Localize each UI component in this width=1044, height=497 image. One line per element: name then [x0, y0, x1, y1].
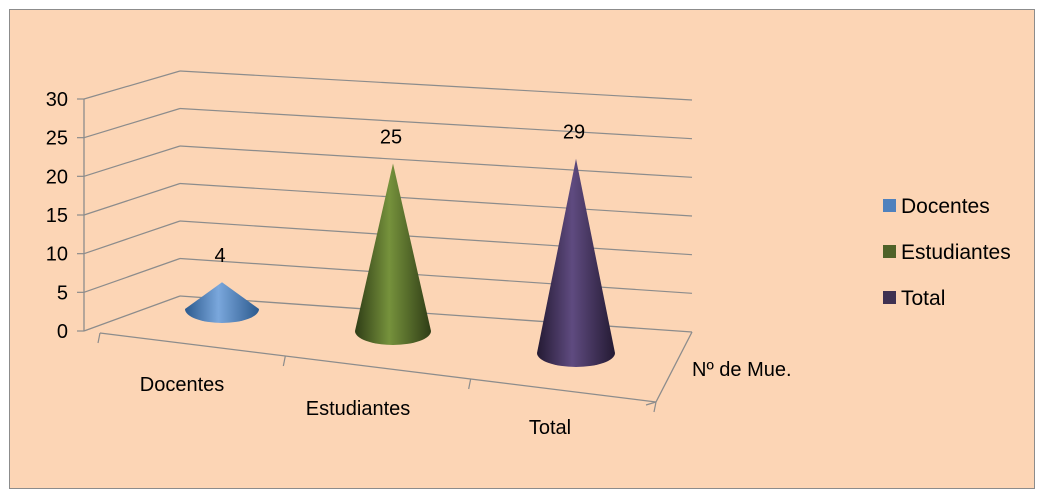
gridline-back-5 — [179, 107, 693, 140]
cone-docentes — [185, 282, 259, 323]
cone-body-1 — [355, 163, 431, 345]
legend-swatch-2 — [883, 291, 896, 304]
gridline-left-1 — [83, 257, 181, 293]
gridline-back-3 — [179, 182, 693, 217]
category-label-2: Total — [529, 417, 571, 439]
gridline-left-4 — [83, 145, 181, 177]
gridline-back-6 — [179, 70, 693, 101]
gridlines — [77, 70, 693, 332]
cone-total — [537, 158, 615, 367]
cone-body-0 — [185, 282, 259, 323]
legend-label-0: Docentes — [901, 195, 990, 218]
x-axis-category-labels: Docentes Estudiantes Total — [140, 374, 571, 439]
gridline-back-2 — [179, 220, 693, 256]
y-tick-label-1: 5 — [57, 282, 68, 304]
y-tick-label-2: 10 — [46, 244, 68, 266]
floor-back-edge — [179, 295, 693, 333]
depth-tick-mark — [645, 401, 657, 406]
legend-label-2: Total — [901, 287, 945, 310]
depth-axis-line — [655, 331, 693, 403]
cones — [185, 158, 615, 367]
gridline-left-2 — [83, 220, 181, 255]
y-tick-label-4: 20 — [46, 166, 68, 188]
legend-swatch-0 — [883, 199, 896, 212]
floor-left-edge — [83, 295, 181, 332]
data-label-2: 29 — [563, 122, 585, 144]
data-labels: 4 25 29 — [214, 122, 585, 268]
gridline-left-6 — [83, 70, 181, 100]
x-axis-line — [99, 332, 657, 403]
x-tick-mark-3 — [653, 401, 657, 413]
series-axis-label: Nº de Mue. — [692, 359, 792, 381]
category-label-0: Docentes — [140, 374, 225, 396]
gridline-back-1 — [179, 257, 693, 294]
y-tick-label-6: 30 — [46, 89, 68, 111]
gridline-back-4 — [179, 145, 693, 178]
data-label-0: 4 — [214, 245, 225, 267]
category-label-1: Estudiantes — [306, 398, 411, 420]
legend-swatch-1 — [883, 245, 896, 258]
legend-label-1: Estudiantes — [901, 241, 1011, 264]
y-tick-label-3: 15 — [46, 205, 68, 227]
y-axis-tick-labels: 0 5 10 15 20 25 30 — [46, 89, 68, 343]
x-tick-mark-2 — [468, 378, 472, 390]
x-tick-mark-0 — [97, 332, 101, 344]
data-label-1: 25 — [380, 127, 402, 149]
cone-estudiantes — [355, 163, 431, 345]
x-tick-mark-1 — [282, 355, 286, 367]
y-tick-label-0: 0 — [57, 321, 68, 343]
gridline-left-5 — [83, 107, 181, 139]
y-tick-label-5: 25 — [46, 128, 68, 150]
gridline-left-3 — [83, 182, 181, 216]
cone-body-2 — [537, 158, 615, 367]
legend: Docentes Estudiantes Total — [883, 195, 1011, 310]
chart-area — [9, 9, 1035, 489]
